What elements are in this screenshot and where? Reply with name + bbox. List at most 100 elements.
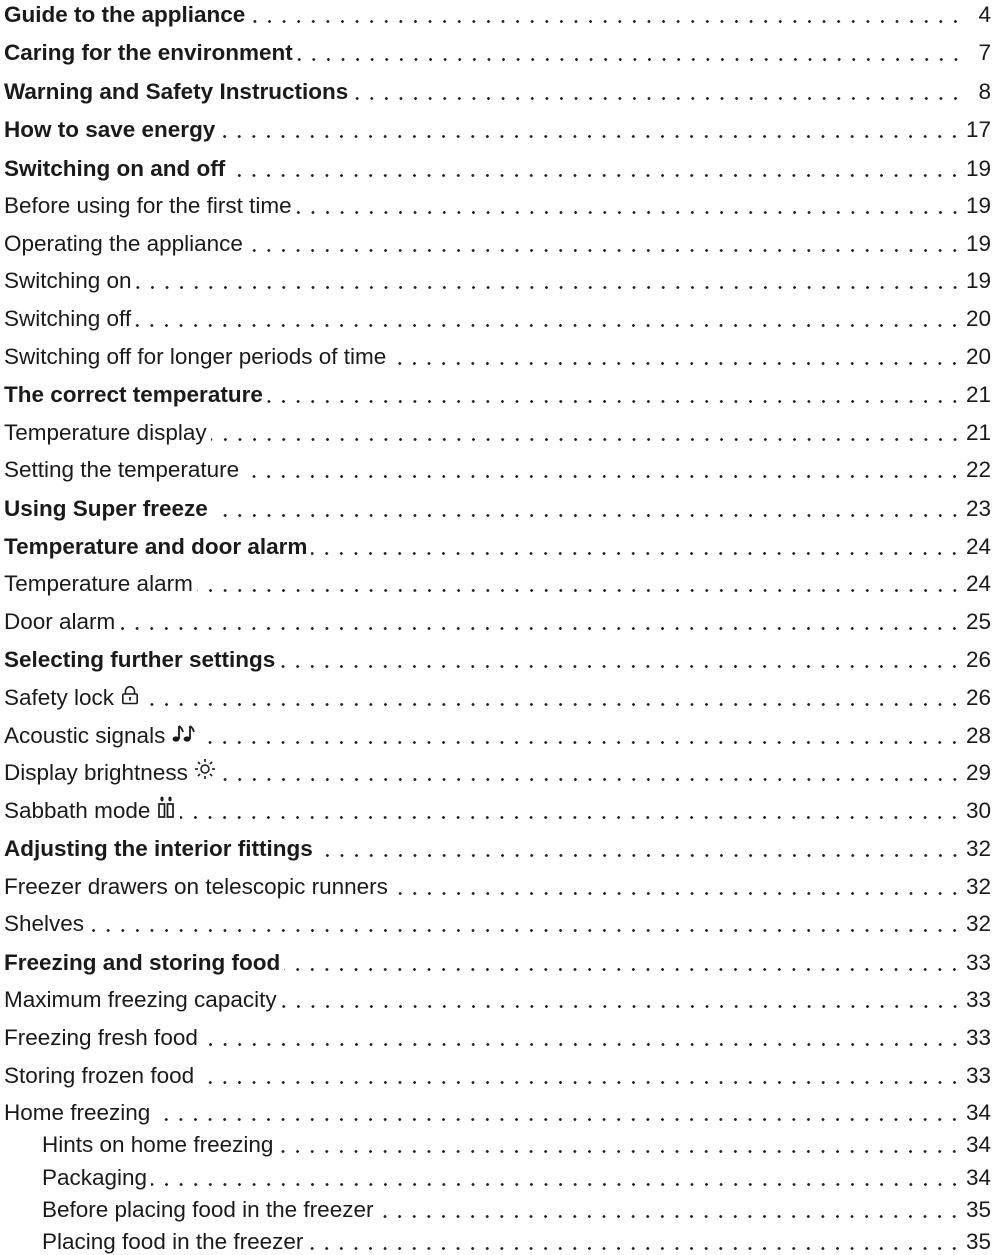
toc-page-number: 33 bbox=[965, 1062, 991, 1088]
music-notes-icon bbox=[171, 723, 196, 749]
dot-leader bbox=[280, 1005, 962, 1009]
toc-page-number: 7 bbox=[978, 40, 991, 66]
toc-page-number: 21 bbox=[965, 381, 991, 407]
toc-entry-title: Packaging bbox=[42, 1164, 148, 1190]
toc-page-number: 35 bbox=[965, 1196, 991, 1222]
toc-page-number: 33 bbox=[965, 949, 991, 975]
dot-leader bbox=[390, 361, 962, 365]
toc-entry: Sabbath mode 30 bbox=[4, 796, 991, 824]
dot-leader bbox=[284, 967, 962, 971]
toc-heading: Using Super freeze 23 bbox=[4, 496, 991, 522]
toc-page-number: 20 bbox=[965, 305, 991, 331]
toc-entry-title: Home freezing bbox=[4, 1100, 151, 1126]
dot-leader bbox=[391, 891, 962, 895]
dot-leader bbox=[377, 1214, 962, 1218]
toc-heading: Selecting further settings 26 bbox=[4, 647, 991, 673]
toc-page-number: 34 bbox=[965, 1100, 991, 1126]
toc-entry-title: Maximum freezing capacity bbox=[4, 987, 277, 1013]
dot-leader bbox=[279, 665, 962, 669]
toc-entry-title: Caring for the environment bbox=[4, 40, 293, 66]
dot-leader bbox=[88, 929, 962, 933]
toc-entry: Door alarm 25 bbox=[4, 609, 991, 635]
toc-page-number: 19 bbox=[965, 193, 991, 219]
toc-entry-title: Sabbath mode bbox=[4, 797, 151, 823]
sun-brightness-icon bbox=[194, 758, 216, 786]
toc-entry-title: Display brightness bbox=[4, 760, 188, 786]
toc-entry-title: How to save energy bbox=[4, 117, 216, 143]
toc-entry-title: Switching on bbox=[4, 268, 132, 294]
toc-entry-title: Freezing fresh food bbox=[4, 1025, 198, 1050]
toc-entry: Storing frozen food 33 bbox=[4, 1063, 991, 1089]
dot-leader bbox=[154, 1118, 962, 1122]
toc-page-number: 35 bbox=[965, 1228, 991, 1254]
dot-leader bbox=[198, 1080, 962, 1084]
dot-leader bbox=[135, 323, 962, 327]
toc-page-number: 26 bbox=[965, 685, 991, 711]
dot-leader bbox=[211, 513, 962, 517]
toc-entry: Before using for the first time 19 bbox=[4, 193, 991, 219]
toc-page-number: 34 bbox=[965, 1164, 991, 1190]
toc-page-number: 20 bbox=[965, 343, 991, 369]
toc-heading: Caring for the environment 7 bbox=[4, 40, 991, 66]
toc-entry-title: The correct temperature bbox=[4, 381, 263, 407]
toc-entry-title: Selecting further settings bbox=[4, 647, 276, 673]
toc-entry-title: Before using for the first time bbox=[4, 193, 292, 219]
toc-page-number: 22 bbox=[965, 457, 991, 483]
toc-entry: Acoustic signals 28 bbox=[4, 723, 991, 749]
candles-icon bbox=[156, 796, 176, 824]
toc-page-number: 17 bbox=[965, 117, 991, 143]
toc-page-number: 25 bbox=[965, 609, 991, 635]
toc-page-number: 32 bbox=[965, 911, 991, 937]
toc-entry: Maximum freezing capacity 33 bbox=[4, 987, 991, 1013]
toc-page-number: 8 bbox=[978, 78, 991, 104]
dot-leader bbox=[266, 399, 962, 403]
padlock-icon bbox=[120, 685, 140, 711]
toc-entry: Packaging 34 bbox=[4, 1165, 991, 1191]
toc-entry: Freezing fresh food 33 bbox=[4, 1025, 991, 1051]
dot-leader bbox=[307, 1246, 962, 1250]
dot-leader bbox=[119, 627, 962, 631]
toc-entry-title: Temperature alarm bbox=[4, 571, 193, 597]
toc-entry: Display brightness 29 bbox=[4, 758, 991, 786]
toc-page-number: 34 bbox=[965, 1132, 991, 1158]
toc-entry-title: Adjusting the interior fittings bbox=[4, 836, 313, 862]
toc-entry-title: Freezer drawers on telescopic runners bbox=[4, 873, 388, 899]
toc-page-number: 28 bbox=[965, 722, 991, 748]
toc-entry-title: Guide to the appliance bbox=[4, 2, 246, 27]
toc-entry: Hints on home freezing 34 bbox=[4, 1132, 991, 1158]
toc-entry-title: Storing frozen food bbox=[4, 1062, 195, 1088]
toc-page-number: 19 bbox=[965, 268, 991, 294]
toc-entry-title: Safety lock bbox=[4, 685, 115, 711]
dot-leader bbox=[201, 1043, 962, 1046]
dot-leader bbox=[151, 1182, 962, 1186]
toc-heading: How to save energy 17 bbox=[4, 117, 991, 143]
dot-leader bbox=[246, 248, 962, 252]
dot-leader bbox=[199, 740, 962, 744]
dot-leader bbox=[277, 1150, 962, 1154]
toc-entry-title: Warning and Safety Instructions bbox=[4, 78, 349, 104]
toc-entry-title: Setting the temperature bbox=[4, 457, 240, 483]
toc-entry-title: Hints on home freezing bbox=[42, 1132, 274, 1158]
dot-leader bbox=[243, 475, 962, 479]
toc-entry-title: Before placing food in the freezer bbox=[42, 1196, 374, 1222]
toc-entry-title: Switching off bbox=[4, 305, 132, 331]
toc-page-number: 19 bbox=[965, 230, 991, 256]
toc-entry: Before placing food in the freezer 35 bbox=[4, 1197, 991, 1223]
toc-page-number: 4 bbox=[978, 2, 991, 27]
toc-entry: Temperature alarm 24 bbox=[4, 571, 991, 597]
toc-heading: The correct temperature 21 bbox=[4, 382, 991, 408]
dot-leader bbox=[229, 173, 962, 177]
toc-entry-title: Temperature and door alarm bbox=[4, 533, 308, 559]
toc-entry: Switching off for longer periods of time… bbox=[4, 344, 991, 370]
toc-entry-title: Switching on and off bbox=[4, 155, 226, 181]
dot-leader bbox=[144, 703, 962, 707]
dot-leader bbox=[210, 437, 962, 441]
toc-entry: Safety lock 26 bbox=[4, 685, 991, 711]
toc-entry: Switching off 20 bbox=[4, 306, 991, 332]
toc-entry: Switching on 19 bbox=[4, 268, 991, 294]
dot-leader bbox=[219, 778, 962, 782]
toc-entry-title: Temperature display bbox=[4, 419, 207, 445]
dot-leader bbox=[311, 551, 962, 555]
dot-leader bbox=[295, 211, 962, 215]
toc-page-number: 24 bbox=[965, 533, 991, 559]
